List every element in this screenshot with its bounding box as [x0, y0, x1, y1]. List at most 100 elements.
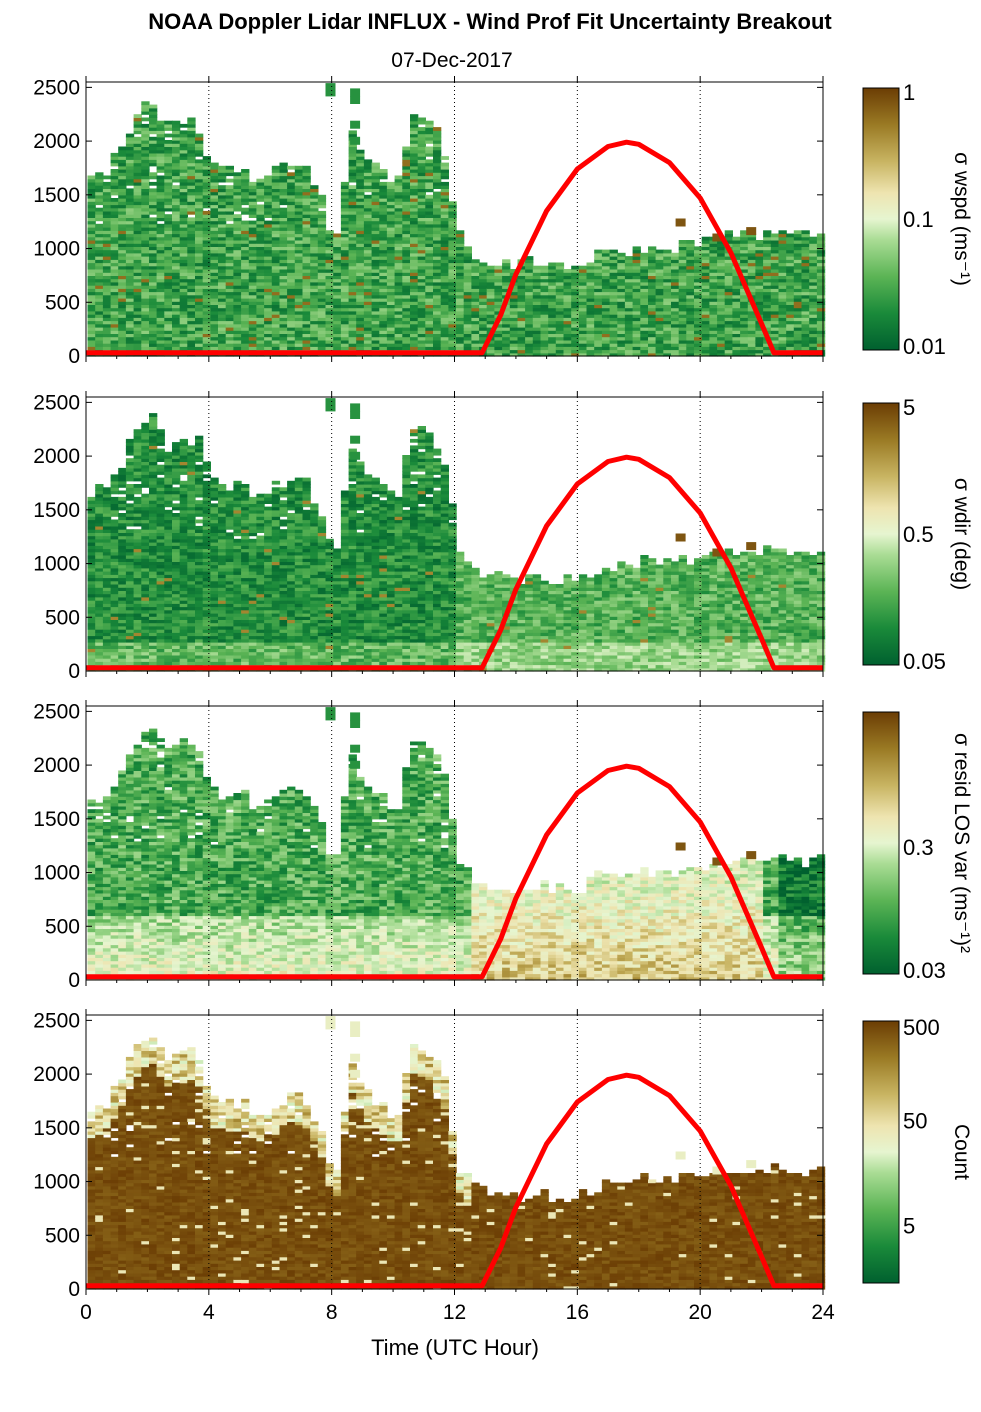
heatmap-cell [732, 281, 741, 286]
heatmap-cell [141, 272, 150, 276]
heatmap-cell [287, 265, 296, 270]
heatmap-cell [179, 162, 188, 167]
heatmap-cell [102, 577, 112, 582]
heatmap-cell [172, 346, 181, 351]
heatmap-cell [156, 194, 165, 199]
heatmap-cell [271, 223, 281, 228]
heatmap-cell [486, 352, 495, 357]
heatmap-cell [87, 265, 96, 270]
heatmap-cell [755, 349, 764, 354]
heatmap-cell [87, 320, 96, 325]
heatmap-cell [149, 327, 158, 331]
heatmap-cell [310, 336, 319, 341]
heatmap-cell [363, 301, 373, 305]
heatmap-cell [102, 243, 112, 247]
heatmap-cell [448, 275, 457, 280]
heatmap-cell [563, 275, 572, 280]
heatmap-cell [433, 252, 442, 257]
heatmap-cell [402, 336, 411, 341]
heatmap-cell [717, 285, 726, 289]
heatmap-cell [548, 288, 557, 293]
heatmap-cell [425, 146, 434, 151]
heatmap-cell [187, 272, 196, 276]
heatmap-cell [363, 252, 373, 257]
heatmap-cell [809, 314, 818, 318]
colorbar-tick-label: 1 [903, 80, 915, 105]
heatmap-cell [172, 259, 181, 264]
heatmap-cell [678, 281, 687, 286]
heatmap-cell [102, 580, 112, 585]
heatmap-cell [671, 346, 680, 351]
heatmap-cell [125, 555, 135, 559]
heatmap-cell [233, 294, 242, 299]
heatmap-cell [118, 336, 127, 341]
heatmap-cell [463, 320, 472, 325]
heatmap-cell [87, 567, 96, 572]
heatmap-cell [463, 252, 472, 257]
heatmap-cell [87, 503, 96, 508]
heatmap-cell [410, 133, 419, 138]
heatmap-cell [417, 162, 426, 167]
heatmap-cell [517, 323, 526, 328]
heatmap-cell [816, 346, 826, 351]
heatmap-cell [778, 346, 787, 351]
heatmap-cell [118, 194, 127, 199]
heatmap-cell [624, 278, 634, 283]
heatmap-cell [402, 223, 411, 228]
heatmap-cell [655, 327, 664, 331]
heatmap-cell [256, 181, 265, 186]
heatmap-cell [195, 198, 204, 202]
heatmap-cell [95, 632, 104, 637]
heatmap-cell [816, 240, 826, 244]
heatmap-cell [110, 152, 119, 157]
heatmap-cell [248, 272, 258, 276]
heatmap-cell [241, 259, 250, 264]
heatmap-cell [571, 272, 580, 276]
heatmap-cell [363, 323, 373, 328]
heatmap-cell [763, 327, 772, 331]
heatmap-cell [417, 217, 426, 222]
heatmap-cell [440, 343, 449, 347]
heatmap-cell [125, 149, 135, 154]
heatmap-cell [717, 339, 726, 344]
heatmap-cell [486, 281, 495, 286]
heatmap-cell [279, 327, 288, 331]
heatmap-cell [210, 291, 219, 296]
heatmap-cell [310, 269, 319, 273]
heatmap-cell [609, 278, 618, 283]
heatmap-cell [133, 123, 142, 128]
heatmap-cell [371, 214, 380, 218]
heatmap-cell [594, 262, 603, 267]
heatmap-cell [310, 285, 319, 289]
heatmap-cell [172, 120, 181, 125]
heatmap-cell [724, 346, 733, 351]
heatmap-cell [410, 298, 419, 302]
heatmap-cell [701, 269, 710, 273]
heatmap-cell [440, 314, 449, 318]
heatmap-cell [356, 323, 365, 328]
heatmap-cell [225, 281, 234, 286]
heatmap-cell [233, 240, 242, 244]
heatmap-cell [624, 269, 634, 273]
heatmap-cell [233, 252, 242, 257]
heatmap-cell [809, 343, 818, 347]
heatmap-cell [801, 298, 810, 302]
heatmap-cell [433, 146, 442, 151]
heatmap-cell [102, 519, 112, 524]
heatmap-cell [624, 330, 634, 334]
heatmap-cell [709, 243, 718, 247]
heatmap-cell [763, 262, 772, 267]
heatmap-cell [302, 317, 311, 322]
heatmap-cell [302, 249, 311, 254]
heatmap-cell [95, 272, 104, 276]
heatmap-cell [747, 275, 757, 280]
heatmap-cell [816, 281, 826, 286]
heatmap-cell [87, 272, 96, 276]
heatmap-cell [187, 136, 196, 141]
heatmap-cell [218, 227, 227, 231]
heatmap-cell [172, 220, 181, 225]
heatmap-cell [187, 117, 196, 122]
heatmap-cell [410, 252, 419, 257]
heatmap-cell [348, 194, 357, 199]
heatmap-cell [386, 314, 396, 318]
